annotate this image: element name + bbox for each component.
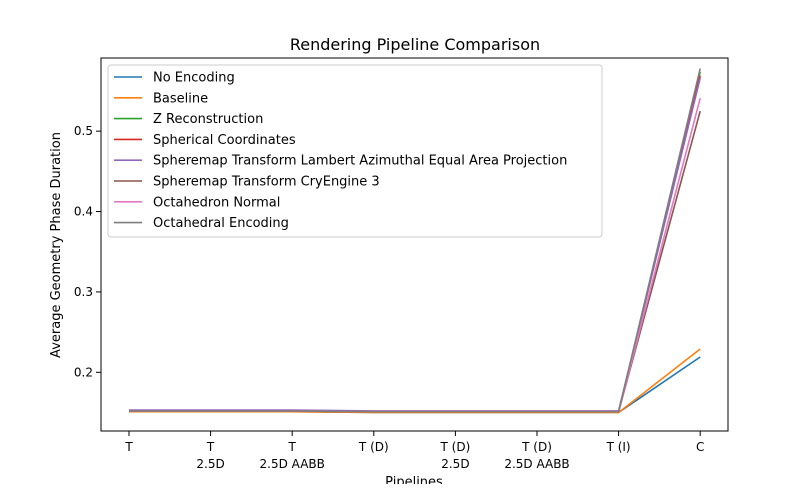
y-tick-label: 0.4 bbox=[74, 205, 93, 219]
x-tick-label: T (D) 2.5D AABB bbox=[504, 440, 569, 471]
y-tick-label: 0.2 bbox=[74, 365, 93, 379]
legend-entry: Spheremap Transform Lambert Azimuthal Eq… bbox=[114, 154, 567, 169]
legend-label: Spheremap Transform Lambert Azimuthal Eq… bbox=[153, 154, 567, 169]
legend-entry: No Encoding bbox=[114, 71, 235, 86]
legend-label: Baseline bbox=[153, 91, 208, 106]
x-tick-label: T (D) bbox=[358, 440, 389, 454]
x-tick-label: T 2.5D AABB bbox=[260, 440, 325, 471]
legend-label: No Encoding bbox=[153, 71, 235, 86]
legend-entry: Octahedral Encoding bbox=[114, 216, 289, 231]
legend-label: Spheremap Transform CryEngine 3 bbox=[153, 175, 380, 190]
plot-frame bbox=[100, 57, 729, 432]
series-line bbox=[129, 68, 701, 413]
legend-entry: Octahedron Normal bbox=[114, 195, 280, 210]
x-tick-label: T bbox=[124, 440, 133, 454]
x-tick-label: T (D) 2.5D bbox=[440, 440, 471, 471]
legend-entry: Spheremap Transform CryEngine 3 bbox=[114, 175, 380, 190]
legend-frame bbox=[107, 64, 603, 238]
y-axis-label: Average Geometry Phase Duration bbox=[49, 132, 64, 358]
legend-entry: Z Reconstruction bbox=[114, 112, 263, 127]
series-layer bbox=[129, 68, 701, 414]
x-tick-label: T 2.5D bbox=[196, 440, 224, 471]
x-axis-label: Pipelines bbox=[385, 475, 443, 484]
x-tick-label: C bbox=[696, 440, 704, 454]
x-tick-label: T (I) bbox=[606, 440, 631, 454]
y-axis: 0.2 0.3 0.4 0.5 bbox=[74, 124, 101, 379]
x-axis: T T 2.5D T 2.5D AABB T (D) T (D) 2.5D T (D) 2.5D … bbox=[124, 431, 704, 471]
y-tick-label: 0.5 bbox=[74, 124, 93, 138]
legend-label: Octahedron Normal bbox=[153, 195, 280, 210]
series-line bbox=[129, 348, 701, 414]
chart-title: Rendering Pipeline Comparison bbox=[290, 35, 540, 54]
legend: No Encoding Baseline Z Reconstruction Spher… bbox=[107, 64, 603, 238]
series-line bbox=[129, 356, 701, 414]
legend-entry: Baseline bbox=[114, 91, 208, 106]
legend-label: Z Reconstruction bbox=[153, 112, 263, 127]
legend-label: Octahedral Encoding bbox=[153, 216, 289, 231]
y-tick-label: 0.3 bbox=[74, 285, 93, 299]
legend-label: Spherical Coordinates bbox=[153, 133, 296, 148]
legend-entry: Spherical Coordinates bbox=[114, 133, 296, 148]
